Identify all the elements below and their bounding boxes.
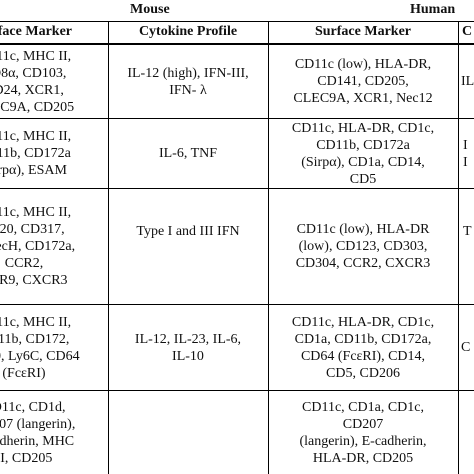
col-rule-3: [458, 22, 459, 474]
cell-line: CD11c, MHC II,: [0, 129, 72, 144]
cell-line: I: [463, 154, 468, 170]
cell-line: (FcεRI): [2, 365, 46, 381]
col-rule-2: [268, 22, 269, 474]
cell-line: CD24, XCR1,: [0, 82, 64, 98]
cell-human-surface: CD11c (low), HLA-DR (low), CD123, CD303,…: [268, 189, 458, 304]
cell-mouse-surface: CD11c, MHC II, CD11b, CD172a (Sirpα), ES…: [0, 119, 108, 188]
cell-mouse-cytokine: IL-6, TNF: [108, 119, 268, 188]
cell-human-surface: CD11c, HLA-DR, CD1c, CD11b, CD172a (Sirp…: [268, 119, 458, 188]
rule-row-4: [0, 390, 474, 391]
cell-line: I: [463, 137, 468, 153]
cell-mouse-cytokine: IL-12, IL-23, IL-6, IL-10: [108, 305, 268, 390]
rule-header-bottom: [0, 43, 474, 45]
cell-line: IFN- λ: [169, 82, 207, 98]
cell-line: CD304, CCR2, CXCR3: [295, 256, 431, 271]
rule-top-header: [0, 21, 474, 22]
cell-line: IL-10: [172, 348, 204, 364]
cell-line: CD11c (low), HLA-DR: [296, 222, 430, 237]
cell-line: CCR9, CXCR3: [0, 273, 68, 288]
cell-mouse-surface: CD11c, CD1d, CD207 (langerin), E-cadheri…: [0, 391, 108, 474]
cell-line: CD11c, CD1a, CD1c,: [302, 399, 424, 415]
cell-line: IL-12 (high), IFN-III,: [127, 65, 249, 81]
cell-line: CD11c, MHC II,: [0, 314, 72, 330]
rule-row-1: [0, 118, 474, 119]
group-header-human: Human: [410, 2, 456, 17]
cell-line: CD11c, CD1d,: [0, 399, 66, 415]
cell-line: CD207: [342, 416, 384, 432]
cell-line: CD11c, HLA-DR, CD1c,: [291, 120, 435, 136]
cell-line: IL: [461, 74, 474, 89]
cell-human-surface: CD11c, HLA-DR, CD1c, CD1a, CD11b, CD172a…: [268, 305, 458, 390]
cell-line: B220, CD317,: [0, 222, 65, 237]
cell-line: (langerin), E-cadherin,: [299, 433, 427, 449]
col-header-mouse-cytokine: Cytokine Profile: [138, 24, 238, 39]
cell-line: (Sirpα), CD1a, CD14,: [301, 154, 425, 170]
cell-line: CD11c, HLA-DR, CD1c,: [291, 314, 435, 330]
cell-line: CCR2,: [4, 256, 44, 271]
cell-line: CD11c, MHC II,: [0, 205, 72, 220]
cell-line: CD11b, CD172,: [0, 331, 70, 347]
col-rule-1: [108, 22, 109, 474]
cell-line: CD5, CD206: [326, 365, 400, 381]
cell-line: CD1a, CD11b, CD172a,: [294, 331, 432, 347]
cell-line: C: [461, 340, 471, 355]
cell-mouse-surface: CD11c, MHC II, CD8α, CD103, CD24, XCR1, …: [0, 45, 108, 118]
cell-human-surface: CD11c, CD1a, CD1c, CD207 (langerin), E-c…: [268, 391, 458, 474]
cell-line: (Sirpα), ESAM: [0, 163, 67, 178]
cell-line: Type I and III IFN: [136, 224, 240, 239]
cell-human-surface: CD11c (low), HLA-DR, CD141, CD205, CLEC9…: [268, 45, 458, 118]
cell-line: CD5: [349, 171, 377, 187]
cell-line: II, CD205: [0, 450, 53, 466]
cell-human-next: IL: [461, 45, 474, 118]
cell-human-next: C: [461, 305, 474, 390]
cell-line: CD11b, CD172a: [0, 146, 71, 161]
cell-line: F4/80, Ly6C, CD64: [0, 348, 80, 364]
cell-mouse-cytokine: IL-12 (high), IFN-III, IFN- λ: [108, 45, 268, 118]
cell-line: IL-6, TNF: [158, 146, 218, 161]
cell-line: HLA-DR, CD205: [312, 450, 414, 466]
cell-line: CD207 (langerin),: [0, 416, 76, 432]
cell-line: T: [463, 224, 472, 239]
cell-line: CD8α, CD103,: [0, 65, 67, 81]
cell-human-next: I I: [463, 119, 474, 188]
cell-line: E-cadherin, MHC: [0, 433, 75, 449]
col-header-human-surface: Surface Marker: [314, 24, 412, 39]
cell-line: SiglecH, CD172a,: [0, 239, 76, 254]
group-header-mouse: Mouse: [130, 2, 170, 17]
cell-mouse-surface: CD11c, MHC II, CD11b, CD172, F4/80, Ly6C…: [0, 305, 108, 390]
cell-line: CD11c, MHC II,: [0, 48, 72, 64]
cell-human-next: T: [463, 189, 474, 274]
rule-row-2: [0, 188, 474, 189]
cell-line: (low), CD123, CD303,: [298, 239, 428, 254]
cell-line: IL-12, IL-23, IL-6,: [134, 331, 242, 347]
cell-line: CD141, CD205,: [317, 74, 409, 89]
col-header-human-next: C: [462, 24, 473, 39]
cell-line: CLEC9A, XCR1, Nec12: [293, 91, 433, 106]
cell-mouse-surface: CD11c, MHC II, B220, CD317, SiglecH, CD1…: [0, 189, 108, 304]
cell-line: CD11c (low), HLA-DR,: [294, 57, 432, 72]
col-header-mouse-surface: Surface Marker: [0, 24, 73, 39]
rule-row-3: [0, 304, 474, 305]
cell-line: CD11b, CD172a: [316, 137, 410, 153]
cell-line: CLEC9A, CD205: [0, 99, 75, 115]
cell-line: CD64 (FcεRI), CD14,: [300, 348, 426, 364]
cell-mouse-cytokine: Type I and III IFN: [108, 189, 268, 274]
